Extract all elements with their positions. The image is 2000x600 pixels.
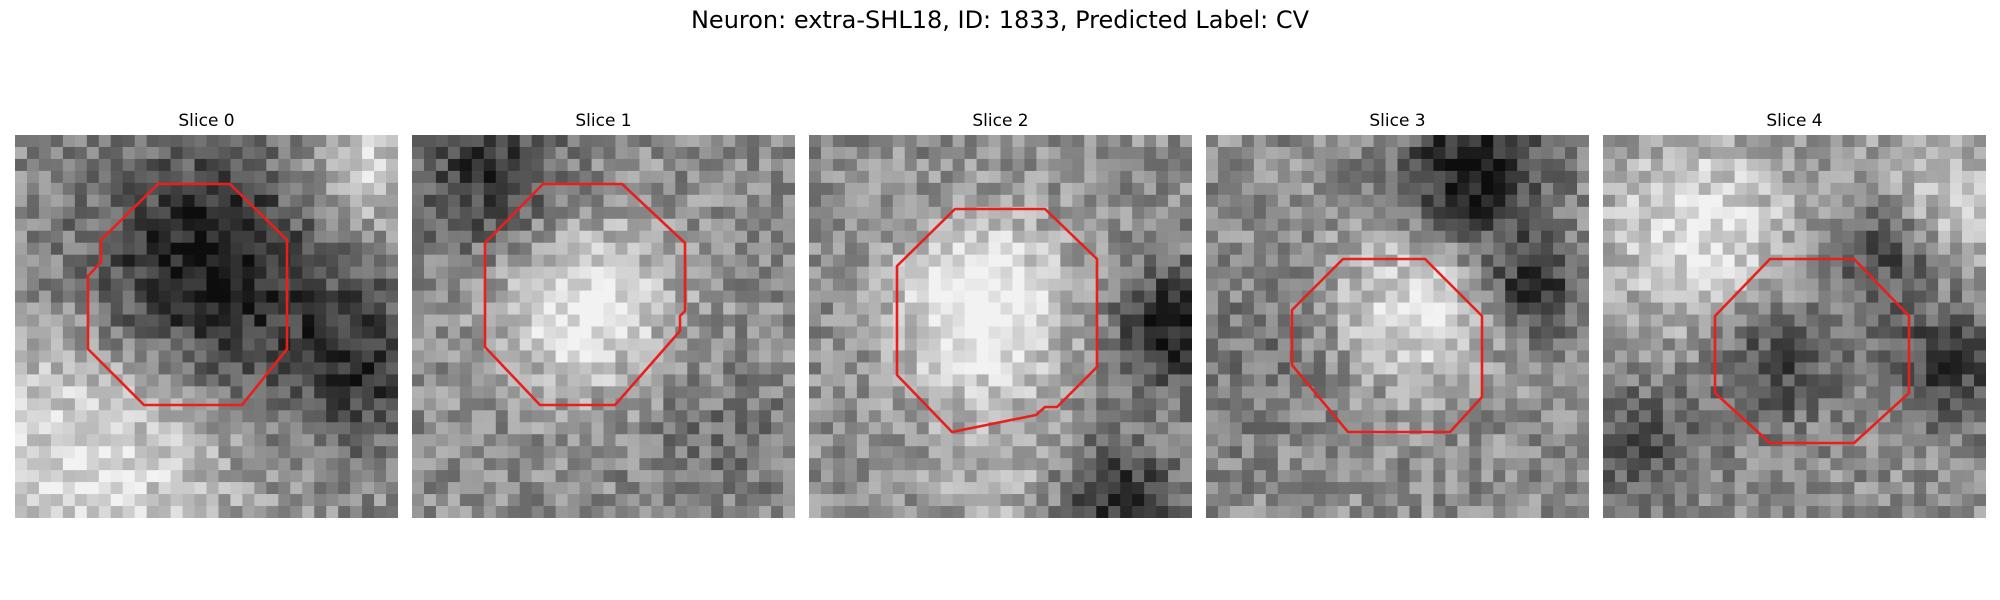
slice-title-1: Slice 1	[575, 111, 632, 131]
cell-outline-0	[86, 182, 289, 407]
slice-title-0: Slice 0	[178, 111, 235, 131]
slice-image-2	[809, 135, 1192, 518]
cell-outline-3	[1290, 257, 1484, 434]
slice-panel-2: Slice 2	[809, 108, 1192, 518]
cell-outline-1	[483, 182, 687, 407]
slice-title-3: Slice 3	[1369, 111, 1426, 131]
slice-panel-1: Slice 1	[412, 108, 795, 518]
cell-outline-4	[1713, 257, 1911, 445]
slice-panel-0: Slice 0	[15, 108, 398, 518]
cell-outline-2	[895, 207, 1099, 434]
slice-panel-3: Slice 3	[1206, 108, 1589, 518]
slice-image-0	[15, 135, 398, 518]
slice-title-2: Slice 2	[972, 111, 1029, 131]
slice-image-3	[1206, 135, 1589, 518]
slice-panel-4: Slice 4	[1603, 108, 1986, 518]
slice-title-4: Slice 4	[1766, 111, 1823, 131]
slice-image-1	[412, 135, 795, 518]
slice-image-4	[1603, 135, 1986, 518]
figure-title: Neuron: extra-SHL18, ID: 1833, Predicted…	[690, 6, 1310, 34]
